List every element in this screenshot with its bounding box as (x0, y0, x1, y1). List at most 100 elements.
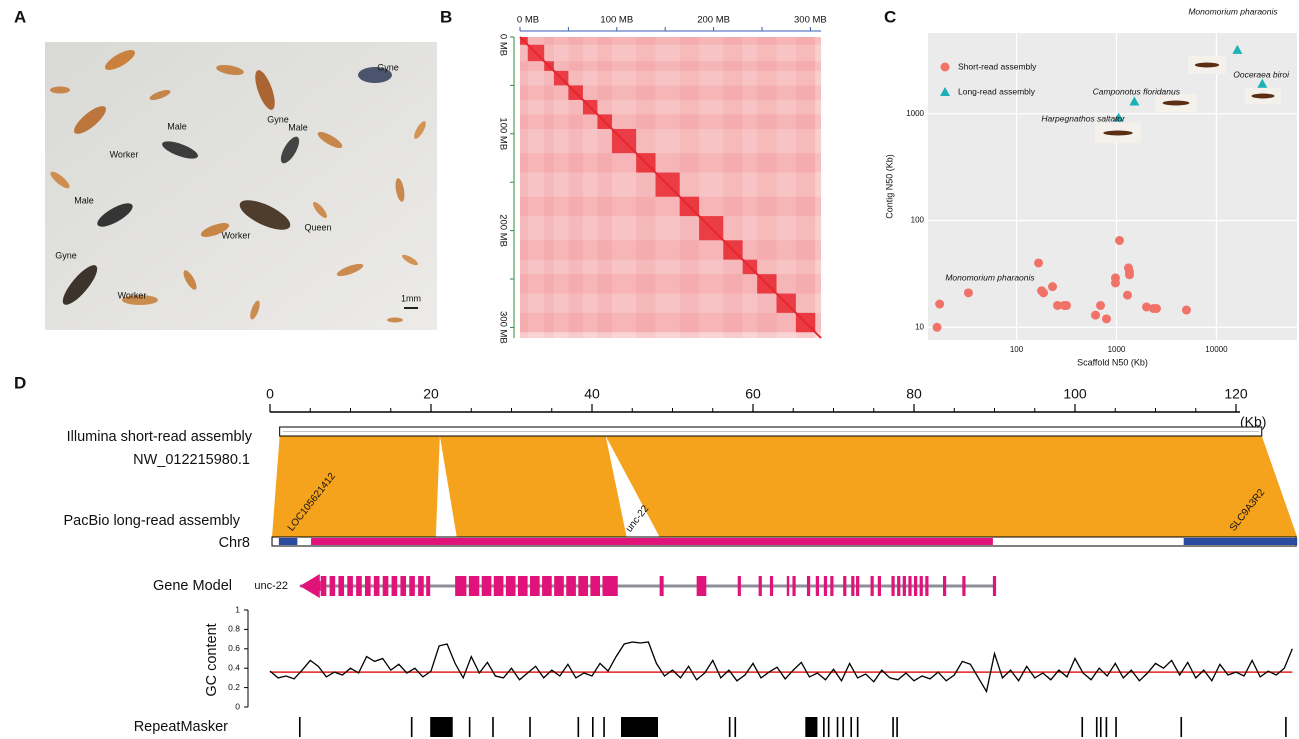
exon (738, 576, 741, 596)
y-tick-label: 100 (911, 216, 925, 225)
exon (590, 576, 600, 596)
y-tick-label: 0 MB (497, 34, 508, 56)
exon (330, 576, 336, 596)
data-point (1115, 236, 1124, 245)
alignment-ribbon (272, 436, 1297, 537)
exon (426, 576, 430, 596)
data-point (1034, 258, 1043, 267)
exon (365, 576, 371, 596)
exon (993, 576, 996, 596)
gc-tick-label: 0 (235, 701, 240, 711)
repeat (734, 717, 736, 737)
data-point (1152, 304, 1161, 313)
ant (50, 87, 70, 94)
x-tick-label: 200 MB (697, 15, 730, 26)
exon (602, 576, 617, 596)
gene (311, 538, 993, 545)
photo-label: Worker (118, 290, 147, 300)
repeat (1096, 717, 1098, 737)
repeat (850, 717, 852, 737)
data-point (1039, 288, 1048, 297)
exon (530, 576, 540, 596)
exon (914, 576, 917, 596)
exon (356, 576, 362, 596)
y-tick-label: 200 MB (497, 214, 508, 247)
data-point (964, 288, 973, 297)
repeat (430, 717, 453, 737)
exon (347, 576, 353, 596)
photo-label: Male (74, 195, 94, 205)
gene-arrow (300, 574, 321, 598)
gc-axis-label: GC content (204, 623, 220, 696)
x-tick-label: 100 MB (600, 15, 633, 26)
repeat (299, 717, 301, 737)
data-point (1111, 273, 1120, 282)
exon (792, 576, 795, 596)
exon (494, 576, 504, 596)
y-tick-label: 1000 (906, 109, 924, 118)
exon (455, 576, 466, 596)
track-label: Gene Model (153, 578, 232, 594)
ruler-label: 60 (745, 386, 761, 402)
x-tick-label: 100 (1010, 345, 1024, 354)
exon (409, 576, 415, 596)
annotation: Monomorium pharaonis (945, 272, 1035, 282)
repeat (603, 717, 605, 737)
panel-label: D (14, 373, 26, 392)
repeat (896, 717, 898, 737)
data-point (1091, 311, 1100, 320)
exon (482, 576, 492, 596)
x-tick-label: 0 MB (517, 15, 539, 26)
y-tick-label: 300 MB (497, 311, 508, 344)
page: {"panel_labels": ["A", "B", "C", "D"], "… (0, 0, 1299, 739)
panel-label: C (884, 7, 896, 26)
track-id: NW_012215980.1 (133, 452, 250, 468)
photo-background (45, 42, 437, 330)
gc-tick-label: 0.2 (228, 682, 240, 692)
repeat (492, 717, 494, 737)
exon (660, 576, 664, 596)
annotation: Camponotus floridanus (1093, 86, 1181, 96)
photo-label: Queen (304, 222, 331, 232)
y-tick-label: 10 (915, 322, 924, 331)
repeat (857, 717, 859, 737)
photo-label: Worker (110, 149, 139, 159)
exon (374, 576, 380, 596)
repeat (1285, 717, 1287, 737)
repeat (837, 717, 839, 737)
exon (578, 576, 588, 596)
repeat (411, 717, 413, 737)
panel-label: A (14, 7, 26, 26)
annotation: Monomorium pharaonis (1188, 6, 1278, 16)
repeat (578, 717, 580, 737)
data-point (1125, 270, 1134, 279)
exon (697, 576, 707, 596)
figure: ABCDGyneGyneMaleMaleWorkerMaleQueenWorke… (0, 0, 1299, 739)
exon (787, 576, 789, 596)
inset-ant (1251, 94, 1274, 99)
photo-label: Male (167, 121, 187, 131)
gc-tick-label: 0.8 (228, 624, 240, 634)
exon (554, 576, 564, 596)
ruler-label: 120 (1224, 386, 1248, 402)
exon (871, 576, 874, 596)
exon (566, 576, 576, 596)
heatmap-band (796, 37, 815, 338)
y-tick-label: 100 MB (497, 117, 508, 150)
exon (856, 576, 859, 596)
gc-tick-label: 1 (235, 604, 240, 614)
x-tick-label: 300 MB (794, 15, 827, 26)
track-id: Chr8 (219, 535, 250, 551)
exon (943, 576, 946, 596)
repeat (469, 717, 471, 737)
exon (321, 576, 327, 596)
exon (824, 576, 827, 596)
ruler-label: 20 (423, 386, 439, 402)
gc-line (270, 642, 1292, 692)
legend-label: Short-read assembly (958, 61, 1037, 71)
legend-marker (941, 63, 950, 72)
repeat (592, 717, 594, 737)
data-point (1062, 301, 1071, 310)
inset-ant (1103, 131, 1132, 136)
exon (338, 576, 344, 596)
